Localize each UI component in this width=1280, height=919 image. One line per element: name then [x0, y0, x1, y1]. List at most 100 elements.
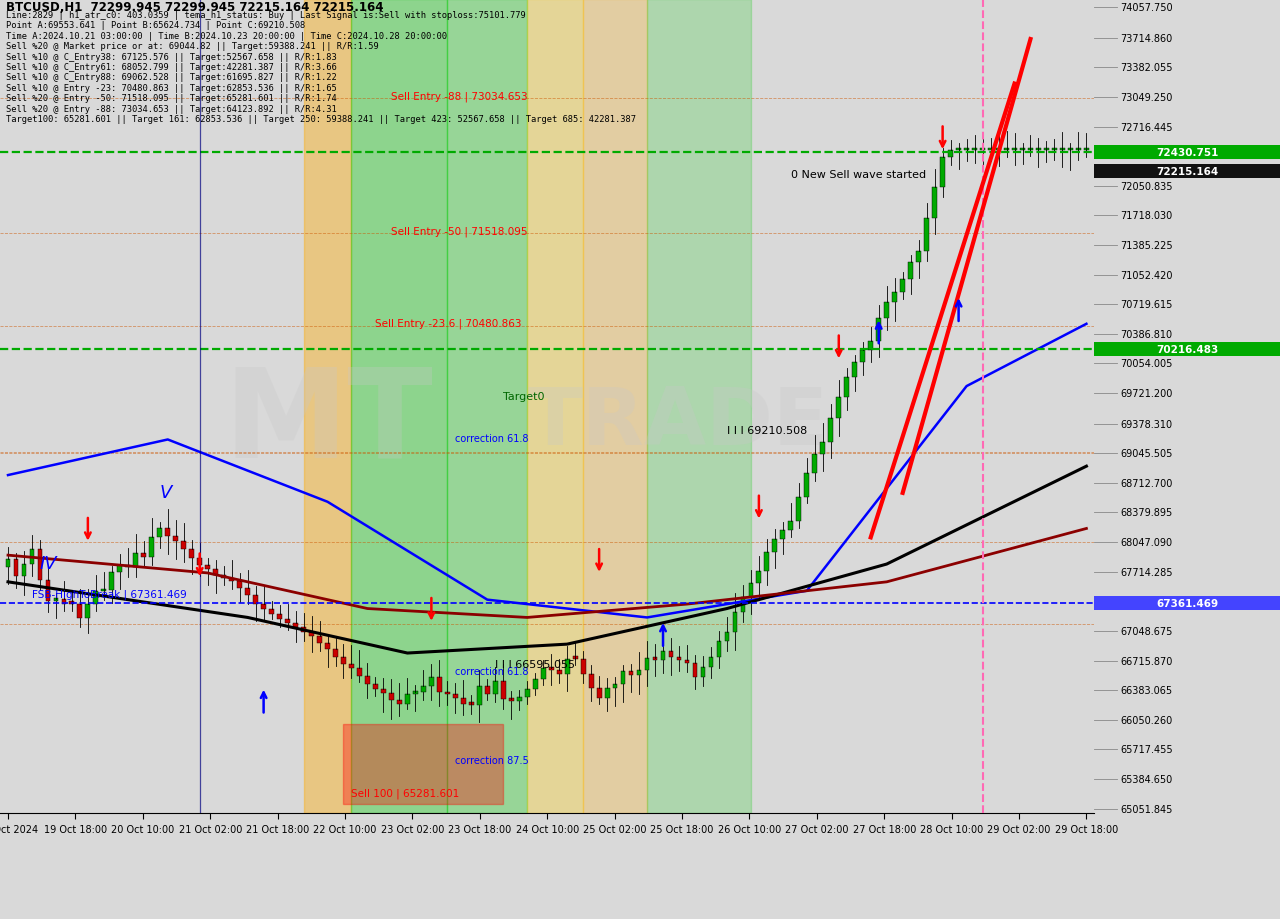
Bar [365, 676, 370, 684]
Bar [285, 619, 291, 624]
Bar [973, 149, 977, 151]
Bar [1084, 149, 1089, 151]
Bar [22, 564, 27, 576]
Text: I I I 69210.508: I I I 69210.508 [727, 425, 808, 436]
Text: Sell Entry -50 | 71518.095: Sell Entry -50 | 71518.095 [392, 226, 527, 236]
Bar [845, 378, 849, 397]
Bar [772, 539, 777, 552]
Bar [788, 521, 794, 530]
Bar [589, 675, 594, 688]
Text: 72050.835: 72050.835 [1120, 182, 1172, 191]
Bar [261, 605, 266, 609]
Text: 72215.164: 72215.164 [1156, 167, 1219, 177]
Bar [525, 689, 530, 698]
Text: 65717.455: 65717.455 [1120, 744, 1172, 754]
Bar [532, 679, 538, 689]
Bar [741, 597, 745, 612]
Bar [333, 649, 338, 657]
Bar [1020, 149, 1025, 151]
Bar [717, 641, 722, 658]
Text: 71385.225: 71385.225 [1120, 241, 1172, 251]
Bar [397, 700, 402, 704]
Bar [916, 252, 922, 262]
Bar [709, 658, 713, 668]
Bar [732, 612, 737, 632]
Bar [485, 686, 490, 695]
Bar [461, 698, 466, 704]
Bar [125, 565, 131, 568]
Bar [900, 279, 905, 292]
Text: I I I 66595.055: I I I 66595.055 [495, 660, 575, 670]
Bar [54, 598, 59, 601]
Bar [628, 672, 634, 675]
Bar [1068, 149, 1073, 151]
Text: 0 New Sell wave started: 0 New Sell wave started [791, 170, 925, 180]
Bar [877, 318, 881, 341]
Bar [677, 658, 681, 660]
Bar [645, 658, 649, 670]
Bar [37, 550, 42, 581]
Bar [237, 582, 242, 588]
Bar [78, 605, 82, 618]
Bar [860, 350, 865, 362]
Bar [453, 695, 458, 698]
Text: 73049.250: 73049.250 [1120, 93, 1172, 103]
Bar [301, 627, 306, 632]
Text: Line:2829 | h1_atr_c0: 403.0359 | tema_h1_status: Buy | Last Signal is:Sell with: Line:2829 | h1_atr_c0: 403.0359 | tema_h… [6, 11, 636, 124]
Text: correction 61.8: correction 61.8 [456, 666, 529, 676]
Bar [660, 651, 666, 660]
Text: 66050.260: 66050.260 [1120, 715, 1172, 725]
Bar [1094, 343, 1280, 357]
Text: 68379.895: 68379.895 [1120, 508, 1172, 518]
Bar [165, 528, 170, 537]
Bar [404, 695, 410, 704]
Text: 67361.469: 67361.469 [1156, 598, 1219, 608]
Bar [884, 303, 890, 318]
Bar [101, 589, 106, 592]
Text: 71052.420: 71052.420 [1120, 270, 1172, 280]
Text: V: V [160, 483, 172, 502]
Bar [557, 670, 562, 674]
Bar [596, 688, 602, 698]
Text: 67048.675: 67048.675 [1120, 626, 1172, 636]
Bar [948, 151, 954, 158]
Bar [756, 571, 762, 584]
Bar [820, 442, 826, 454]
Bar [14, 560, 18, 576]
Bar [29, 550, 35, 564]
Text: 70386.810: 70386.810 [1120, 330, 1172, 339]
Text: Sell Entry -23.6 | 70480.863: Sell Entry -23.6 | 70480.863 [375, 318, 522, 329]
Bar [46, 581, 50, 601]
Bar [509, 698, 513, 701]
Bar [357, 668, 362, 676]
Bar [1044, 149, 1048, 151]
Bar [343, 724, 503, 804]
Bar [1004, 149, 1009, 151]
Bar [221, 575, 227, 578]
Bar [413, 692, 417, 695]
Bar [541, 668, 545, 679]
Bar [804, 474, 809, 497]
Bar [173, 537, 178, 541]
Bar [303, 0, 352, 813]
Text: 66383.065: 66383.065 [1120, 686, 1172, 696]
Bar [613, 684, 617, 688]
Bar [310, 632, 314, 637]
Bar [1028, 149, 1033, 151]
Text: Sell 100 | 65281.601: Sell 100 | 65281.601 [352, 788, 460, 798]
Bar [924, 219, 929, 252]
Bar [964, 149, 969, 151]
Bar [445, 692, 449, 695]
Bar [564, 659, 570, 674]
Text: 72430.751: 72430.751 [1156, 148, 1219, 158]
Bar [836, 397, 841, 418]
Bar [118, 565, 122, 573]
Bar [93, 592, 99, 604]
Text: 71718.030: 71718.030 [1120, 211, 1172, 221]
Bar [429, 677, 434, 686]
Bar [572, 656, 577, 659]
Bar [141, 554, 146, 558]
Bar [941, 158, 945, 187]
Bar [133, 554, 138, 568]
Bar [892, 292, 897, 303]
